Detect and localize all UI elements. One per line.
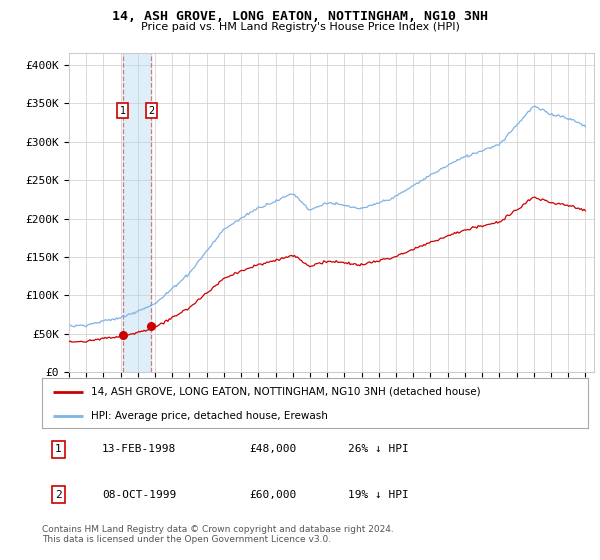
Text: 14, ASH GROVE, LONG EATON, NOTTINGHAM, NG10 3NH (detached house): 14, ASH GROVE, LONG EATON, NOTTINGHAM, N…: [91, 386, 481, 396]
Text: HPI: Average price, detached house, Erewash: HPI: Average price, detached house, Erew…: [91, 411, 328, 421]
Text: 14, ASH GROVE, LONG EATON, NOTTINGHAM, NG10 3NH: 14, ASH GROVE, LONG EATON, NOTTINGHAM, N…: [112, 10, 488, 23]
Text: 26% ↓ HPI: 26% ↓ HPI: [348, 444, 409, 454]
Text: 13-FEB-1998: 13-FEB-1998: [102, 444, 176, 454]
Text: 2: 2: [55, 489, 62, 500]
Text: 1: 1: [55, 444, 62, 454]
Text: 2: 2: [148, 106, 154, 116]
Text: 19% ↓ HPI: 19% ↓ HPI: [348, 489, 409, 500]
Text: £48,000: £48,000: [250, 444, 297, 454]
Text: Price paid vs. HM Land Registry's House Price Index (HPI): Price paid vs. HM Land Registry's House …: [140, 22, 460, 32]
Text: 1: 1: [119, 106, 126, 116]
Text: 08-OCT-1999: 08-OCT-1999: [102, 489, 176, 500]
Bar: [123, 53, 151, 372]
Text: Contains HM Land Registry data © Crown copyright and database right 2024.
This d: Contains HM Land Registry data © Crown c…: [42, 525, 394, 544]
Text: £60,000: £60,000: [250, 489, 297, 500]
